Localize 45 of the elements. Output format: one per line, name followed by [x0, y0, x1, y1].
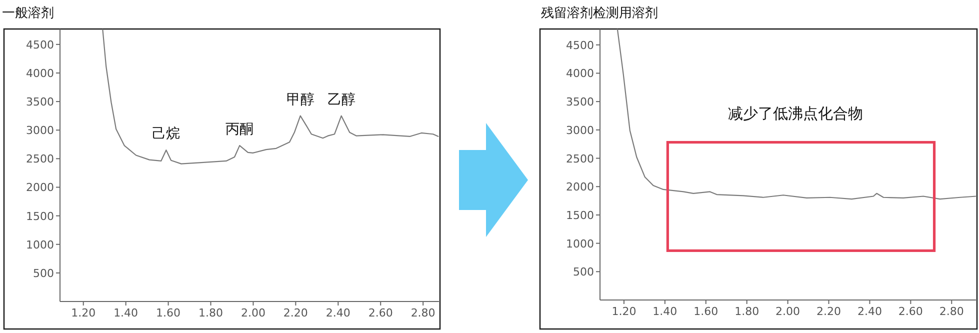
x-tick-label: 1.60: [694, 305, 718, 318]
x-tick-label: 2.40: [857, 305, 882, 318]
y-tick-label: 4500: [566, 38, 594, 52]
y-tick-label: 1000: [566, 237, 594, 250]
annotation: 丙酮: [226, 122, 254, 138]
line-series: [616, 29, 976, 200]
x-tick-label: 1.80: [198, 306, 223, 320]
x-tick-label: 1.60: [156, 306, 181, 320]
x-tick-label: 1.20: [612, 305, 636, 318]
annotation: 乙醇: [327, 92, 356, 108]
x-tick-label: 2.00: [776, 305, 800, 318]
x-tick-label: 2.00: [240, 306, 266, 320]
y-tick-label: 4000: [566, 67, 594, 80]
x-tick-label: 2.60: [368, 306, 393, 320]
y-tick-label: 500: [573, 266, 594, 279]
y-tick-label: 2000: [26, 181, 54, 194]
x-tick-label: 2.40: [326, 306, 350, 320]
line-series: [102, 29, 439, 164]
x-tick-label: 1.80: [734, 305, 760, 318]
x-tick-label: 2.60: [898, 305, 923, 318]
y-tick-label: 3500: [26, 96, 54, 109]
y-tick-label: 3500: [566, 96, 594, 109]
annotation: 减少了低沸点化合物: [728, 104, 864, 122]
x-tick-label: 2.80: [939, 305, 964, 318]
y-tick-label: 1500: [566, 208, 594, 222]
y-tick-label: 1500: [26, 210, 54, 223]
x-tick-label: 2.20: [816, 305, 842, 318]
chart-title: 一般溶剂: [2, 5, 54, 21]
x-tick-label: 1.40: [114, 306, 138, 320]
y-tick-label: 3000: [26, 124, 54, 138]
y-tick-label: 4500: [26, 38, 54, 52]
y-tick-label: 500: [33, 266, 54, 280]
annotation: 甲醇: [286, 92, 314, 108]
y-tick-label: 1000: [26, 238, 54, 252]
y-tick-label: 2000: [566, 180, 594, 194]
chart-title: 残留溶剂检测用溶剂: [541, 5, 658, 21]
y-tick-label: 3000: [566, 124, 594, 137]
x-tick-label: 1.20: [71, 306, 96, 320]
y-tick-label: 2500: [566, 152, 594, 166]
y-tick-label: 4000: [26, 66, 54, 80]
x-tick-label: 2.20: [283, 306, 308, 320]
x-tick-label: 1.40: [652, 305, 678, 318]
y-tick-label: 2500: [26, 152, 54, 166]
x-tick-label: 2.80: [410, 306, 436, 320]
annotation: 己烷: [152, 126, 180, 142]
